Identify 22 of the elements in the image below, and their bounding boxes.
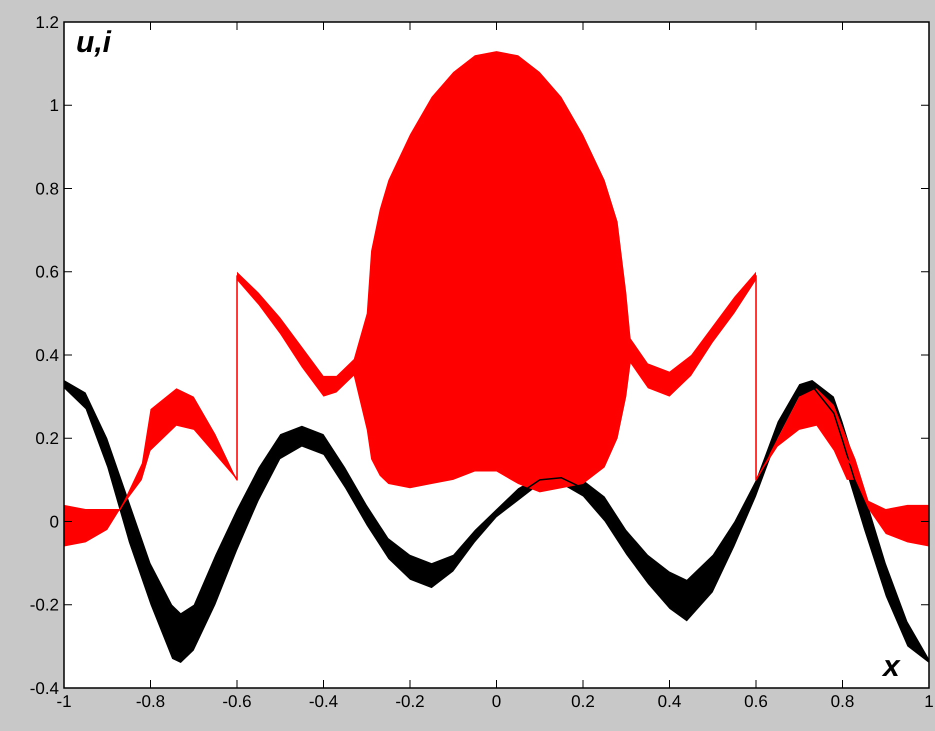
y-tick-label: 1 <box>50 96 59 116</box>
x-tick-label: 0.2 <box>571 692 595 711</box>
x-tick-label: 0.6 <box>744 692 768 711</box>
x-axis-title: x <box>881 650 901 683</box>
y-tick-label: 0.6 <box>35 262 59 282</box>
y-tick-label: -0.4 <box>30 678 59 698</box>
x-tick-label: -1 <box>56 692 72 711</box>
y-tick-label: 0.8 <box>35 179 59 198</box>
x-tick-label: -0.8 <box>136 692 166 711</box>
x-tick-label: -0.6 <box>222 692 252 711</box>
x-tick-label: -0.4 <box>308 692 338 711</box>
y-tick-label: 0 <box>50 512 59 532</box>
x-tick-label: 0.4 <box>658 692 682 711</box>
y-tick-label: 1.2 <box>35 12 59 32</box>
y-tick-label: 0.2 <box>35 429 59 448</box>
x-tick-label: 0 <box>492 692 502 711</box>
x-tick-label: -0.2 <box>395 692 425 711</box>
x-tick-label: 1 <box>924 692 934 711</box>
x-tick-label: 0.8 <box>830 692 854 711</box>
y-tick-label: 0.4 <box>35 346 59 365</box>
y-axis-title: u,i <box>76 26 112 59</box>
y-tick-label: -0.2 <box>30 596 59 615</box>
